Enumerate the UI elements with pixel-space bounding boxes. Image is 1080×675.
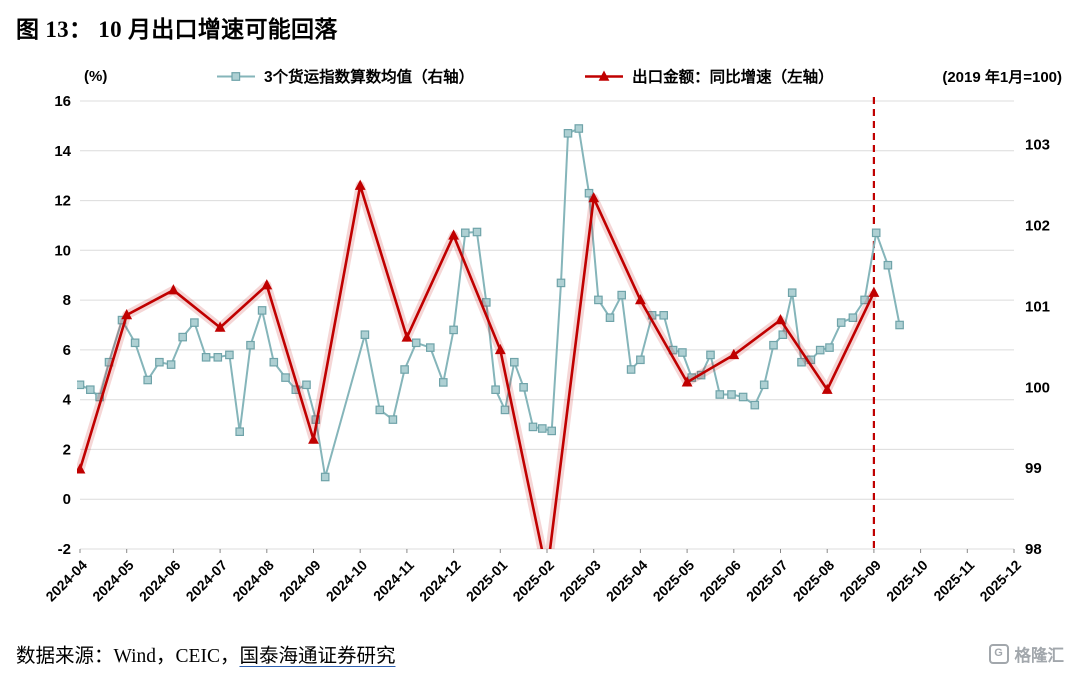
legend-item-export-growth: 出口金额：同比增速（左轴） [584,65,834,87]
svg-text:2025-10: 2025-10 [883,557,931,605]
legend: 3个货运指数算数均值（右轴） 出口金额：同比增速（左轴） [107,65,942,87]
legend-label-export-growth: 出口金额：同比增速（左轴） [632,69,834,86]
svg-text:2024-08: 2024-08 [229,557,277,605]
legend-label-freight-index: 3个货运指数算数均值（右轴） [264,69,475,86]
svg-text:99: 99 [1025,460,1042,477]
svg-text:2: 2 [63,441,71,458]
svg-text:2025-09: 2025-09 [836,557,884,605]
data-source-link[interactable]: 国泰海通证券研究 [239,646,396,667]
svg-text:2024-07: 2024-07 [183,557,231,605]
data-source-prefix: 数据来源：Wind，CEIC， [16,646,240,667]
svg-text:4: 4 [63,392,72,409]
svg-text:14: 14 [54,143,71,160]
svg-text:98: 98 [1025,541,1042,558]
footer: 数据来源：Wind，CEIC，国泰海通证券研究 G 格隆汇 [14,634,1066,668]
left-axis-unit-label: (%) [84,67,108,85]
gelonghui-logo: G 格隆汇 [988,642,1065,666]
svg-text:6: 6 [63,342,71,359]
svg-text:2025-01: 2025-01 [463,557,511,605]
svg-text:101: 101 [1025,298,1050,315]
svg-text:-2: -2 [58,541,71,558]
gelonghui-logo-text: 格隆汇 [1014,646,1065,665]
svg-text:2025-05: 2025-05 [650,557,698,605]
svg-text:2025-04: 2025-04 [603,557,651,605]
svg-text:2024-09: 2024-09 [276,557,324,605]
svg-text:2025-07: 2025-07 [743,557,791,605]
svg-text:2024-12: 2024-12 [416,557,464,605]
legend-item-freight-index: 3个货运指数算数均值（右轴） [216,65,474,87]
figure-title: 图 13： 10 月出口增速可能回落 [16,17,338,42]
svg-text:2024-04: 2024-04 [42,557,90,605]
svg-text:2025-06: 2025-06 [696,557,744,605]
svg-text:103: 103 [1025,137,1050,154]
svg-text:2025-11: 2025-11 [930,557,977,604]
svg-text:2024-11: 2024-11 [370,557,417,604]
chart-header-row: (%) 3个货运指数算数均值（右轴） 出口金额：同比增速（左轴） (2019 年… [14,65,1064,87]
svg-text:2025-03: 2025-03 [556,557,604,605]
svg-text:2025-12: 2025-12 [976,557,1024,605]
legend-triangle-marker-icon [584,69,624,84]
svg-text:2025-08: 2025-08 [790,557,838,605]
right-axis-note: (2019 年1月=100) [942,68,1062,86]
svg-text:2025-02: 2025-02 [509,557,557,605]
gelonghui-logo-icon: G [988,643,1009,664]
svg-text:8: 8 [63,292,71,309]
legend-square-marker-icon [216,69,256,84]
svg-text:100: 100 [1025,379,1050,396]
svg-text:2024-06: 2024-06 [136,557,184,605]
svg-text:2024-10: 2024-10 [323,557,371,605]
svg-text:2024-05: 2024-05 [89,557,137,605]
chart-area: 16 14 12 10 8 6 4 2 0 -2 103 102 101 100 99 98 2024-04 20… [14,89,1066,634]
svg-text:0: 0 [63,491,71,508]
svg-text:10: 10 [54,242,71,259]
svg-text:12: 12 [54,193,71,210]
svg-text:102: 102 [1025,218,1050,235]
data-source-text: 数据来源：Wind，CEIC，国泰海通证券研究 [16,639,395,668]
svg-text:16: 16 [54,93,71,110]
